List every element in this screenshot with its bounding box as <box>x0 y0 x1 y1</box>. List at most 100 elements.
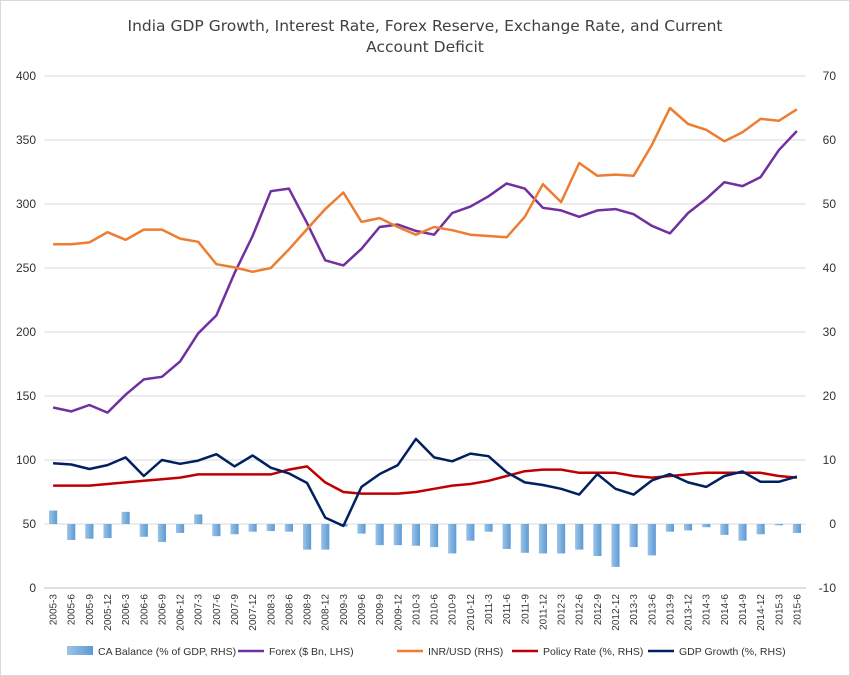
x-axis-tick-label: 2012-3 <box>557 594 568 626</box>
inrusd-series-line <box>53 106 798 274</box>
ca-balance-bar <box>702 524 711 528</box>
left-axis-tick-label: 150 <box>16 389 36 403</box>
x-axis-tick-label: 2011-6 <box>502 594 513 625</box>
ca-balance-bar <box>466 524 475 541</box>
x-axis-tick-label: 2015-6 <box>792 594 803 626</box>
x-axis-tick-label: 2010-6 <box>430 594 441 626</box>
gdp-series-line <box>53 437 798 528</box>
ca-balance-bar <box>139 524 148 537</box>
ca-balance-bar <box>411 524 421 546</box>
ca-balance-bar <box>212 524 221 537</box>
x-axis-tick-label: 2012-6 <box>575 594 586 626</box>
ca-balance-bar <box>194 514 203 524</box>
ca-balance-bar <box>683 524 693 531</box>
ca-balance-bar <box>738 524 747 541</box>
ca-balance-bar <box>121 511 130 524</box>
x-axis-tick-label: 2014-12 <box>756 594 767 631</box>
ca-balance-bar <box>375 524 384 546</box>
ca-balance-bar <box>484 524 493 532</box>
ca-balance-bar <box>157 524 167 542</box>
x-axis-tick-label: 2009-9 <box>375 594 386 626</box>
ca-balance-bar <box>647 524 656 556</box>
x-axis-tick-label: 2007-9 <box>230 594 241 626</box>
x-axis-tick-label: 2006-12 <box>176 594 187 631</box>
legend-label: INR/USD (RHS) <box>428 646 503 658</box>
x-axis-tick-label: 2009-12 <box>393 594 404 631</box>
ca-balance-bar <box>665 524 675 532</box>
x-axis-tick-label: 2005-3 <box>49 594 60 626</box>
x-axis-tick-label: 2008-12 <box>321 594 332 631</box>
legend-swatch <box>67 646 93 655</box>
right-axis-tick-label: 10 <box>823 453 837 467</box>
ca-balance-bar <box>774 524 783 526</box>
x-axis-tick-label: 2005-9 <box>85 594 96 626</box>
x-axis-tick-label: 2007-6 <box>212 594 223 626</box>
ca-balance-bar <box>792 524 802 533</box>
x-axis-tick-label: 2006-6 <box>139 594 150 626</box>
right-axis-tick-label: 60 <box>823 133 837 147</box>
x-axis-tick-label: 2007-3 <box>194 594 205 626</box>
x-axis-tick-label: 2015-3 <box>774 594 785 626</box>
legend-label: GDP Growth (%, RHS) <box>679 646 786 658</box>
x-axis-tick-label: 2005-6 <box>67 594 78 626</box>
left-axis-tick-label: 100 <box>16 453 36 467</box>
x-axis-tick-label: 2013-3 <box>629 594 640 626</box>
right-axis-tick-label: 0 <box>829 517 836 531</box>
chart-title-line-1: India GDP Growth, Interest Rate, Forex R… <box>128 17 723 35</box>
x-axis-tick-label: 2007-12 <box>248 594 259 631</box>
left-axis-ticks: 0 50 100 150 200 250 300 350 400 <box>16 69 36 595</box>
ca-balance-bar <box>520 524 529 553</box>
ca-balance-bar <box>302 524 312 550</box>
ca-balance-bar <box>448 524 457 554</box>
x-axis-tick-label: 2008-6 <box>284 594 295 626</box>
right-axis-tick-label: 20 <box>823 389 837 403</box>
x-axis-tick-label: 2009-6 <box>357 594 368 626</box>
ca-balance-bar <box>266 524 275 532</box>
ca-balance-bar <box>284 524 294 532</box>
ca-balance-bar <box>321 524 330 550</box>
x-axis-tick-label: 2011-9 <box>520 594 531 625</box>
left-axis-tick-label: 0 <box>29 581 36 595</box>
x-axis-tick-label: 2006-9 <box>157 594 168 626</box>
ca-balance-bar <box>756 524 765 535</box>
ca-balance-bar <box>611 524 620 567</box>
ca-balance-bars <box>48 510 802 567</box>
x-axis-tick-label: 2012-12 <box>611 594 622 631</box>
left-axis-tick-label: 200 <box>16 325 36 339</box>
x-axis-tick-label: 2011-3 <box>484 594 495 625</box>
x-axis-tick-label: 2013-9 <box>665 594 676 626</box>
gridlines <box>44 75 806 589</box>
right-axis-tick-label: -10 <box>819 581 837 595</box>
right-axis-tick-label: 70 <box>823 69 837 83</box>
x-axis-tick-label: 2005-12 <box>103 594 114 631</box>
x-axis-tick-label: 2012-9 <box>593 594 604 626</box>
legend-label: CA Balance (% of GDP, RHS) <box>98 646 236 658</box>
x-axis-tick-label: 2014-6 <box>720 594 731 626</box>
x-axis-tick-label: 2006-3 <box>121 594 132 626</box>
ca-balance-bar <box>575 524 584 550</box>
x-axis-tick-label: 2014-9 <box>738 594 749 626</box>
ca-balance-bar <box>502 524 511 549</box>
ca-balance-bar <box>85 524 94 539</box>
ca-balance-bar <box>248 524 257 532</box>
forex-series-line <box>52 130 798 414</box>
left-axis-tick-label: 300 <box>16 197 36 211</box>
left-axis-tick-label: 250 <box>16 261 36 275</box>
right-axis-tick-label: 30 <box>823 325 837 339</box>
ca-balance-bar <box>720 524 729 535</box>
ca-balance-bar <box>230 524 239 535</box>
legend-label: Policy Rate (%, RHS) <box>543 646 643 658</box>
right-axis-ticks: -10 0 10 20 30 40 50 60 70 <box>819 69 837 595</box>
x-axis-tick-label: 2008-9 <box>303 594 314 626</box>
x-axis-tick-label: 2014-3 <box>702 594 713 626</box>
ca-balance-bar <box>175 524 185 533</box>
x-axis-tick-label: 2009-3 <box>339 594 350 626</box>
ca-balance-bar <box>48 510 58 524</box>
right-axis-tick-label: 50 <box>823 197 837 211</box>
left-axis-tick-label: 400 <box>16 69 36 83</box>
ca-balance-bar <box>103 524 112 539</box>
x-axis-tick-label: 2013-12 <box>684 594 695 631</box>
left-axis-tick-label: 50 <box>23 517 37 531</box>
